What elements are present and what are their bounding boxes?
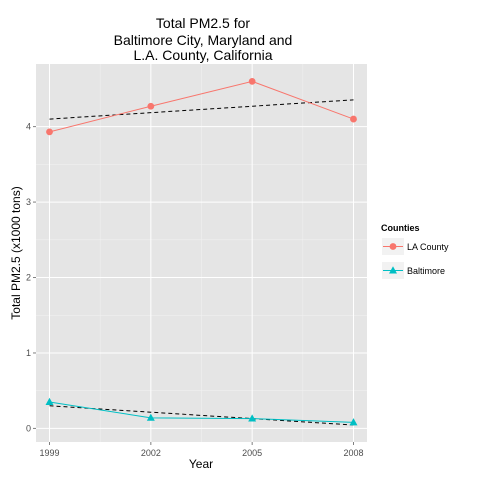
x-tick-label: 1999 [39,448,59,458]
legend-marker-baltimore [389,266,397,274]
y-axis-title: Total PM2.5 (x1000 tons) [9,186,23,319]
chart-title: Total PM2.5 for Baltimore City, Maryland… [114,15,293,63]
chart-title-line-2: Baltimore City, Maryland and [114,32,293,48]
y-tick-label: 2 [26,273,31,283]
legend: Counties LA County Baltimore [381,223,449,279]
data-point-baltimore [45,397,54,405]
data-point-la-county [46,128,53,136]
data-point-la-county [147,102,155,110]
x-axis-ticks: 1999 2002 2005 2008 [39,442,364,458]
data-point-baltimore [349,418,358,426]
data-point-la-county [350,115,357,123]
minor-gridlines [36,64,367,442]
legend-label-baltimore: Baltimore [407,266,445,276]
data-point-baltimore [146,413,155,421]
legend-label-la-county: LA County [407,242,449,252]
x-tick-label: 2002 [141,448,161,458]
major-gridlines [36,64,367,442]
trend-line-la-county [49,99,354,120]
y-tick-label: 3 [26,197,31,207]
legend-marker-la-county [389,243,397,250]
x-tick-label: 2008 [343,448,363,458]
legend-items: LA County Baltimore [382,238,449,279]
data-series [45,77,358,426]
series-line-baltimore [49,401,354,423]
x-tick-label: 2005 [242,448,262,458]
y-tick-label: 4 [26,122,31,132]
chart-title-line-1: Total PM2.5 for [156,15,250,31]
series-line-la-county [49,80,354,133]
trend-lines [49,99,354,426]
trend-line-baltimore [49,405,354,426]
legend-title: Counties [381,223,420,233]
data-point-la-county [248,77,256,85]
y-tick-label: 0 [26,423,31,433]
chart-title-line-3: L.A. County, California [133,47,272,63]
x-axis-title: Year [189,457,213,471]
data-point-baltimore [248,414,257,422]
y-tick-label: 1 [26,348,31,358]
y-axis-ticks: 0 1 2 3 4 [26,122,36,433]
